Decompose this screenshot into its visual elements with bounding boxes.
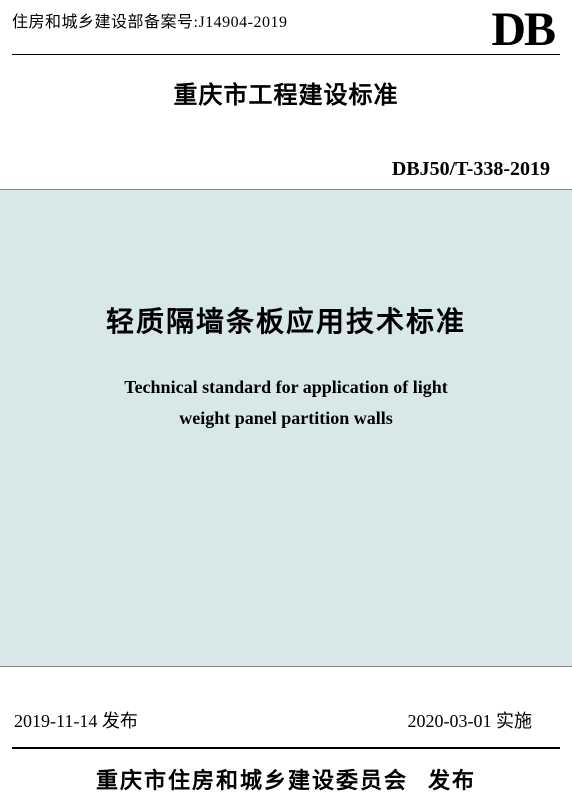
record-value: J14904-2019 xyxy=(198,14,287,31)
standard-code: DBJ50/T-338-2019 xyxy=(0,158,572,181)
main-title-en: Technical standard for application of li… xyxy=(0,372,572,433)
divider-bottom xyxy=(12,747,560,749)
main-title-zh: 轻质隔墙条板应用技术标准 xyxy=(0,300,572,340)
title-en-line1: Technical standard for application of li… xyxy=(124,377,448,397)
title-en-line2: weight panel partition walls xyxy=(179,408,393,428)
issue-date: 2019-11-14 发布 xyxy=(14,707,138,733)
header-row: 住房和城乡建设部备案号:J14904-2019 DB xyxy=(0,0,572,54)
publisher-action: 发布 xyxy=(428,768,476,793)
effective-date: 2020-03-01 实施 xyxy=(408,707,533,733)
dates-row: 2019-11-14 发布 2020-03-01 实施 xyxy=(0,707,572,733)
record-label: 住房和城乡建设部备案号: xyxy=(12,14,198,31)
db-logo: DB xyxy=(491,6,554,54)
divider-top xyxy=(12,54,560,55)
title-panel: 轻质隔墙条板应用技术标准 Technical standard for appl… xyxy=(0,189,572,667)
publisher-line: 重庆市住房和城乡建设委员会发布 xyxy=(0,763,572,795)
record-number: 住房和城乡建设部备案号:J14904-2019 xyxy=(12,8,288,32)
city-standard-title: 重庆市工程建设标准 xyxy=(0,75,572,110)
publisher-org: 重庆市住房和城乡建设委员会 xyxy=(96,768,408,793)
